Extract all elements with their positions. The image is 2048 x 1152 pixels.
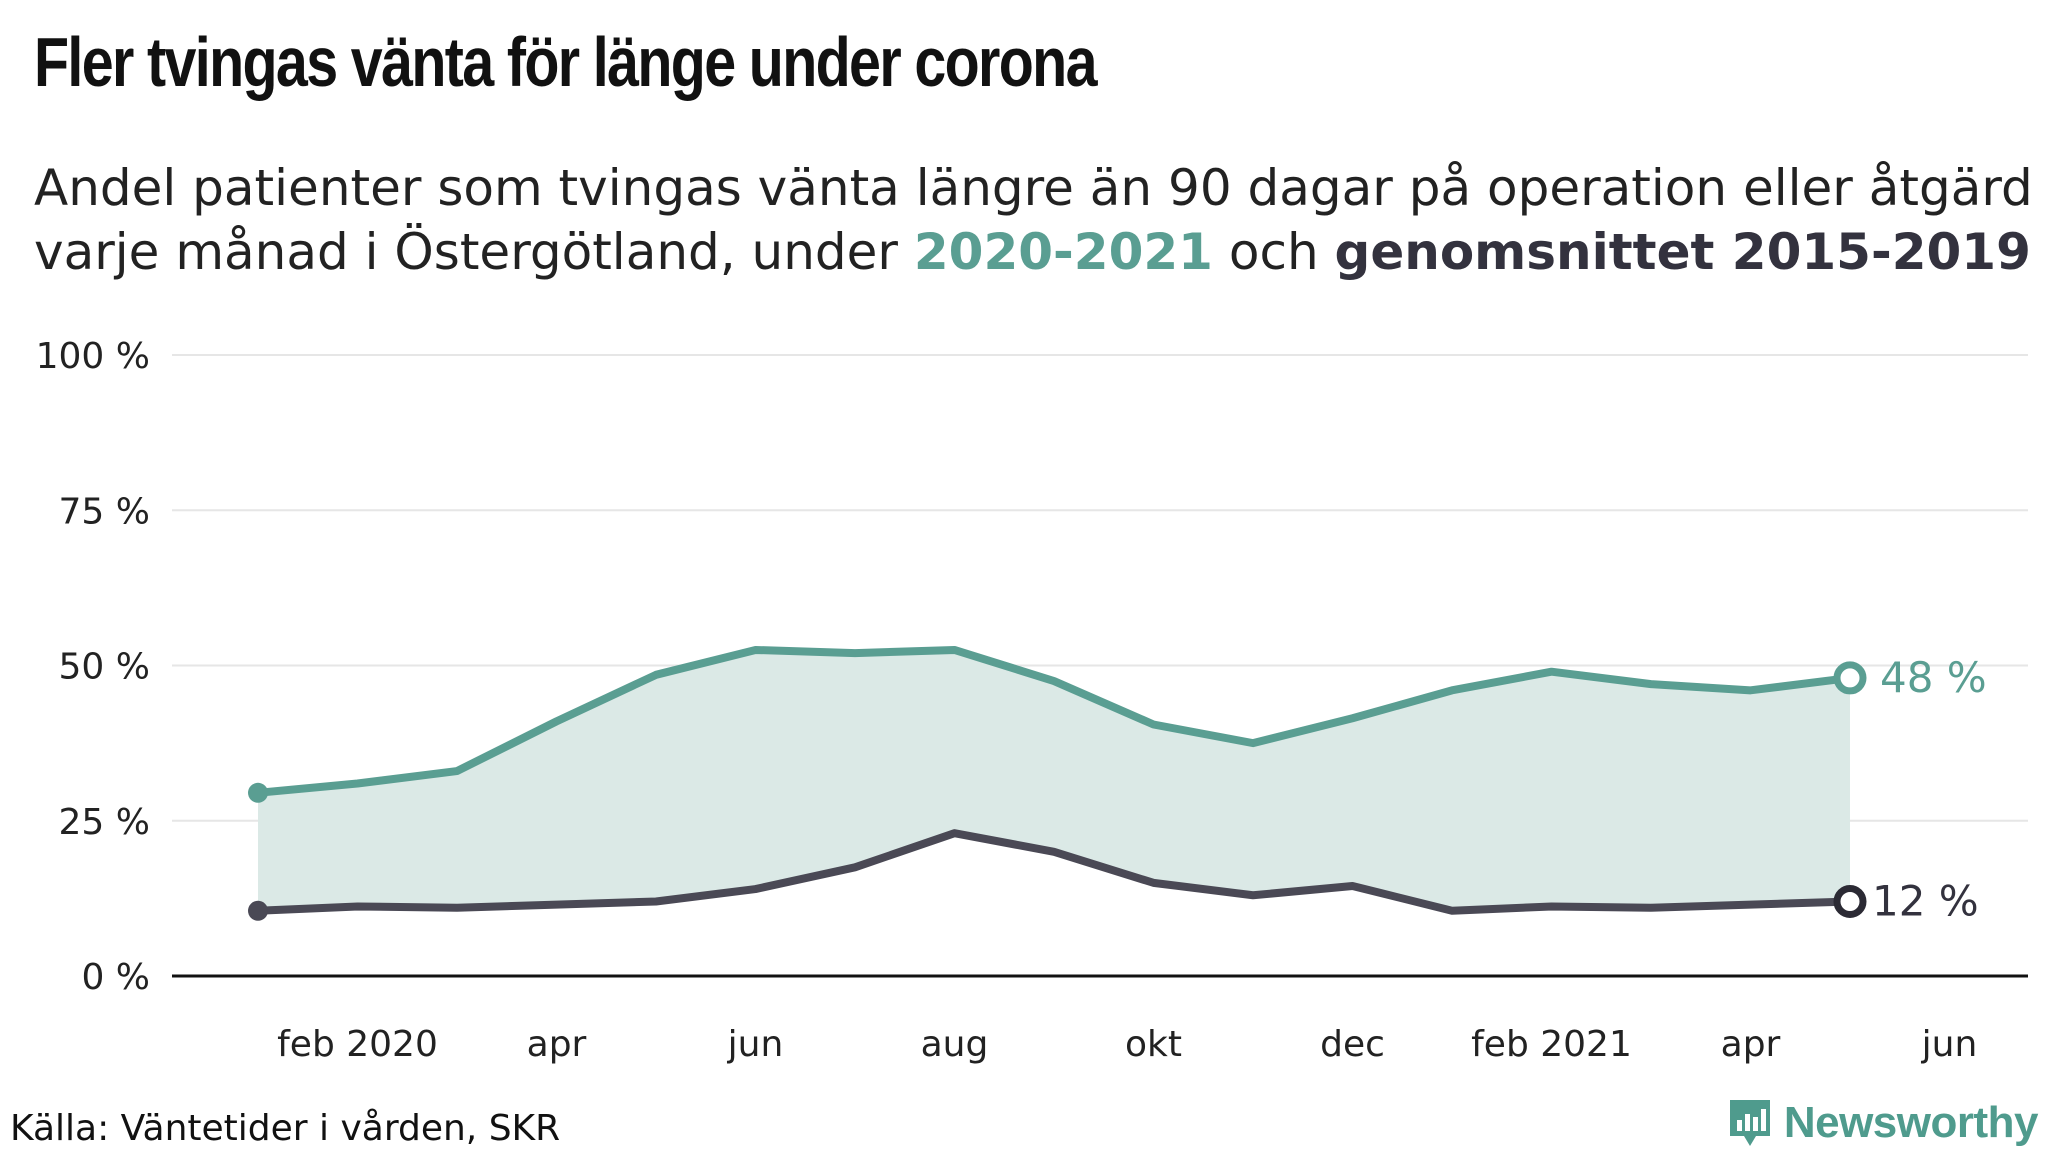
y-tick-label: 75 %	[59, 491, 150, 532]
series-end-point	[1833, 884, 1867, 918]
end-value-label: 48 %	[1880, 653, 1987, 702]
series-line-average	[254, 829, 1854, 915]
chart-subtitle: Andel patienter som tvingas vänta längre…	[34, 156, 2034, 284]
y-tick-label: 0 %	[81, 957, 150, 998]
end-value-label: 12 %	[1872, 876, 1979, 925]
x-tick-label: jun	[727, 1024, 784, 1065]
subtitle-highlight-average: genomsnittet 2015-2019	[1334, 223, 2031, 281]
x-tick-label: okt	[1125, 1024, 1182, 1065]
series-start-point	[248, 782, 268, 803]
end-value-labels: 48 % 12 %	[1872, 653, 1987, 926]
area-fill	[258, 649, 1850, 911]
y-tick-label: 50 %	[59, 647, 150, 688]
y-tick-label: 25 %	[59, 802, 150, 843]
x-tick-label: feb 2020	[277, 1024, 438, 1065]
x-tick-label: aug	[921, 1024, 989, 1065]
y-axis-tick-labels: 0 % 25 % 50 % 75 % 100 %	[36, 336, 150, 998]
subtitle-highlight-covid: 2020-2021	[913, 223, 1213, 281]
chart-title: Fler tvingas vänta för länge under coron…	[34, 23, 1098, 101]
y-tick-label: 100 %	[36, 336, 150, 377]
series-lines	[254, 645, 1854, 915]
x-tick-label: dec	[1320, 1024, 1385, 1065]
x-tick-label: apr	[527, 1024, 587, 1065]
x-tick-label: feb 2021	[1471, 1024, 1632, 1065]
series-end-point	[1833, 661, 1867, 695]
x-tick-label: apr	[1721, 1024, 1781, 1065]
newsworthy-logo-icon	[1729, 1100, 1770, 1146]
subtitle-text-middle: och	[1212, 223, 1335, 281]
subtitle-text-before: Andel patienter som tvingas vänta längre…	[34, 159, 2033, 281]
x-axis-tick-labels: feb 2020 apr jun aug okt dec feb 2021 apr jun	[277, 1024, 1977, 1065]
brand-logo: Newsworthy	[1726, 1096, 2039, 1150]
area-between-series	[258, 649, 1850, 911]
brand-name: Newsworthy	[1783, 1098, 2039, 1147]
series-line-2020-2021	[254, 645, 1854, 797]
source-note: Källa: Väntetider i vården, SKR	[10, 1108, 561, 1149]
x-tick-label: jun	[1921, 1024, 1978, 1065]
series-start-point	[248, 900, 268, 921]
series-points	[248, 661, 1867, 921]
